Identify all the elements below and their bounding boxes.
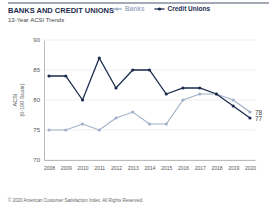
series-marker bbox=[181, 98, 184, 101]
x-tick: 2012 bbox=[111, 160, 122, 171]
x-tick: 2009 bbox=[61, 160, 72, 171]
x-tick-label: 2018 bbox=[211, 165, 222, 171]
series-layer bbox=[47, 56, 251, 131]
y-tick-label: 85 bbox=[33, 67, 40, 73]
x-tick-label: 2015 bbox=[161, 165, 172, 171]
series-line bbox=[49, 94, 250, 130]
x-tick: 2013 bbox=[128, 160, 139, 171]
x-tick-label: 2012 bbox=[111, 165, 122, 171]
series-marker bbox=[114, 86, 117, 89]
title: BANKS AND CREDIT UNIONS bbox=[8, 6, 114, 15]
y-tick-label: 80 bbox=[33, 97, 40, 103]
x-tick: 2010 bbox=[77, 160, 88, 171]
x-tick-label: 2020 bbox=[245, 165, 256, 171]
series-marker bbox=[232, 98, 235, 101]
legend-marker bbox=[158, 7, 161, 10]
x-tick: 2015 bbox=[161, 160, 172, 171]
grid-line bbox=[44, 40, 255, 41]
series-marker bbox=[81, 122, 84, 125]
y-tick-label: 90 bbox=[33, 37, 40, 43]
legend-swatch bbox=[112, 8, 122, 9]
y-tick-label: 70 bbox=[33, 157, 40, 163]
y-axis: 70 75 80 85 90 bbox=[33, 37, 44, 163]
series-marker bbox=[64, 128, 67, 131]
series-marker bbox=[98, 56, 101, 59]
series-marker bbox=[131, 110, 134, 113]
top-rule bbox=[8, 3, 269, 4]
series-marker bbox=[131, 68, 134, 71]
legend-item: Credit Unions bbox=[155, 5, 211, 12]
legend: Banks Credit Unions bbox=[112, 5, 211, 12]
subtitle: 13-Year ACSI Trends bbox=[8, 17, 64, 23]
y-axis-line bbox=[44, 41, 45, 161]
x-tick-label: 2016 bbox=[178, 165, 189, 171]
x-tick: 2011 bbox=[94, 160, 105, 171]
legend-swatch bbox=[155, 8, 165, 9]
series-marker bbox=[148, 68, 151, 71]
series-marker bbox=[165, 122, 168, 125]
series-marker bbox=[98, 128, 101, 131]
series-marker bbox=[248, 116, 251, 119]
grid bbox=[44, 40, 255, 160]
x-tick-label: 2010 bbox=[77, 165, 88, 171]
plot: 7075808590200820092010201120122013201420… bbox=[12, 37, 263, 170]
footer: © 2020 American Customer Satisfaction In… bbox=[8, 197, 143, 203]
legend-label: Credit Unions bbox=[168, 5, 211, 12]
end-label: 77 bbox=[255, 115, 263, 122]
x-tick-label: 2008 bbox=[44, 165, 55, 171]
legend-item: Banks bbox=[112, 5, 145, 12]
x-tick-label: 2019 bbox=[228, 165, 239, 171]
x-axis: 2008 2009 2010 2011 2012 2013 2014 2015 2016 2017… bbox=[44, 160, 256, 171]
x-tick: 2019 bbox=[228, 160, 239, 171]
series-marker bbox=[47, 74, 50, 77]
series-marker bbox=[181, 86, 184, 89]
series-marker bbox=[165, 92, 168, 95]
series-marker bbox=[198, 92, 201, 95]
y-tick: 85 bbox=[33, 67, 44, 73]
grid-line bbox=[44, 130, 255, 131]
series-line bbox=[49, 58, 250, 118]
series-marker bbox=[198, 86, 201, 89]
y-tick: 70 bbox=[33, 157, 44, 163]
series-marker bbox=[215, 92, 218, 95]
x-tick-label: 2009 bbox=[61, 165, 72, 171]
y-tick: 75 bbox=[33, 127, 44, 133]
x-tick-label: 2011 bbox=[94, 165, 105, 171]
series-marker bbox=[81, 98, 84, 101]
series-marker bbox=[248, 110, 251, 113]
series-marker bbox=[148, 122, 151, 125]
x-tick: 2014 bbox=[144, 160, 155, 171]
legend-marker bbox=[115, 7, 118, 10]
y-tick: 90 bbox=[33, 37, 44, 43]
x-tick: 2017 bbox=[195, 160, 206, 171]
chart: BANKS AND CREDIT UNIONS 13-Year ACSI Tren… bbox=[0, 0, 277, 208]
x-tick: 2020 bbox=[245, 160, 256, 171]
x-tick-label: 2013 bbox=[128, 165, 139, 171]
x-tick-label: 2017 bbox=[195, 165, 206, 171]
x-tick: 2008 bbox=[44, 160, 55, 171]
x-tick: 2018 bbox=[211, 160, 222, 171]
grid-line bbox=[44, 160, 255, 161]
legend-label: Banks bbox=[125, 5, 145, 12]
x-tick: 2016 bbox=[178, 160, 189, 171]
y-tick-label: 75 bbox=[33, 127, 40, 133]
y-axis-title: ACSI(0-100 Scale) bbox=[12, 83, 25, 116]
series-marker bbox=[215, 92, 218, 95]
series-marker bbox=[232, 104, 235, 107]
series-marker bbox=[114, 116, 117, 119]
x-axis-line bbox=[45, 160, 256, 161]
x-tick-label: 2014 bbox=[144, 165, 155, 171]
series-marker bbox=[64, 74, 67, 77]
y-tick: 80 bbox=[33, 97, 44, 103]
series-marker bbox=[47, 128, 50, 131]
